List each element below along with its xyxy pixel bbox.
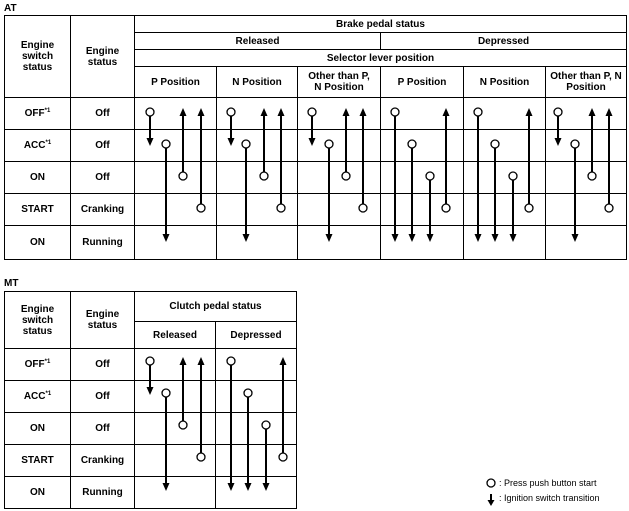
mt-engine-off: Off [70,348,135,381]
legend-arrow-icon-head [487,500,495,506]
at-engine-on: Off [70,161,135,194]
mt-engine-running: Running [70,476,135,509]
mt-row-acc: ACC*1 Off [4,380,297,413]
mt-engine-switch-status-header: Engine switch status [4,291,71,349]
at-label: AT [4,3,17,14]
legend-circle-icon [486,478,496,488]
brake-pedal-status-header: Brake pedal status [133,15,628,33]
mt-engine-on: Off [70,412,135,445]
mt-depressed-header: Depressed [215,321,297,349]
at-switch-running: ON [4,225,71,260]
at-released-header: Released [134,32,381,50]
at-engine-start: Cranking [70,193,135,226]
mt-row-running: ON Running [4,476,297,509]
depressed-p-position-header: P Position [380,66,464,98]
at-row-on: ON Off [4,161,628,194]
at-engine-acc: Off [70,129,135,162]
legend-transition: : Ignition switch transition [499,493,600,503]
mt-switch-acc: ACC*1 [4,380,71,413]
clutch-pedal-status-header: Clutch pedal status [134,291,297,322]
legend-press: : Press push button start [499,478,597,488]
at-depressed-header: Depressed [379,32,628,50]
depressed-other-position-header: Other than P, N Position [544,66,628,98]
mt-row-on: ON Off [4,412,297,445]
mt-switch-running: ON [4,476,71,509]
mt-switch-off: OFF*1 [4,348,71,381]
at-engine-switch-status-header: Engine switch status [4,15,71,98]
at-row-off: OFF*1 Off [4,97,628,130]
mt-row-start: START Cranking [4,444,297,477]
mt-engine-start: Cranking [70,444,135,477]
depressed-n-position-header: N Position [463,66,546,98]
released-p-position-header: P Position [134,66,217,98]
at-table: Engine switch status Engine status Brake… [4,15,628,260]
at-row-running: ON Running [4,225,628,260]
at-switch-off: OFF*1 [4,97,71,130]
mt-row-off: OFF*1 Off [4,348,297,381]
mt-table: Engine switch status Engine status Clutc… [4,291,297,509]
mt-engine-acc: Off [70,380,135,413]
at-row-start: START Cranking [4,193,628,226]
released-n-position-header: N Position [216,66,298,98]
at-row-acc: ACC*1 Off [4,129,628,162]
at-switch-acc: ACC*1 [4,129,71,162]
at-switch-start: START [4,193,71,226]
mt-switch-start: START [4,444,71,477]
at-engine-off: Off [70,97,135,130]
mt-released-header: Released [134,321,216,349]
selector-lever-position-header: Selector lever position [133,49,628,67]
mt-label: MT [4,278,19,289]
mt-switch-on: ON [4,412,71,445]
at-switch-on: ON [4,161,71,194]
at-engine-status-header: Engine status [70,15,135,98]
released-other-position-header: Other than P, N Position [297,66,381,98]
mt-engine-status-header: Engine status [70,291,135,349]
at-engine-running: Running [70,225,135,260]
